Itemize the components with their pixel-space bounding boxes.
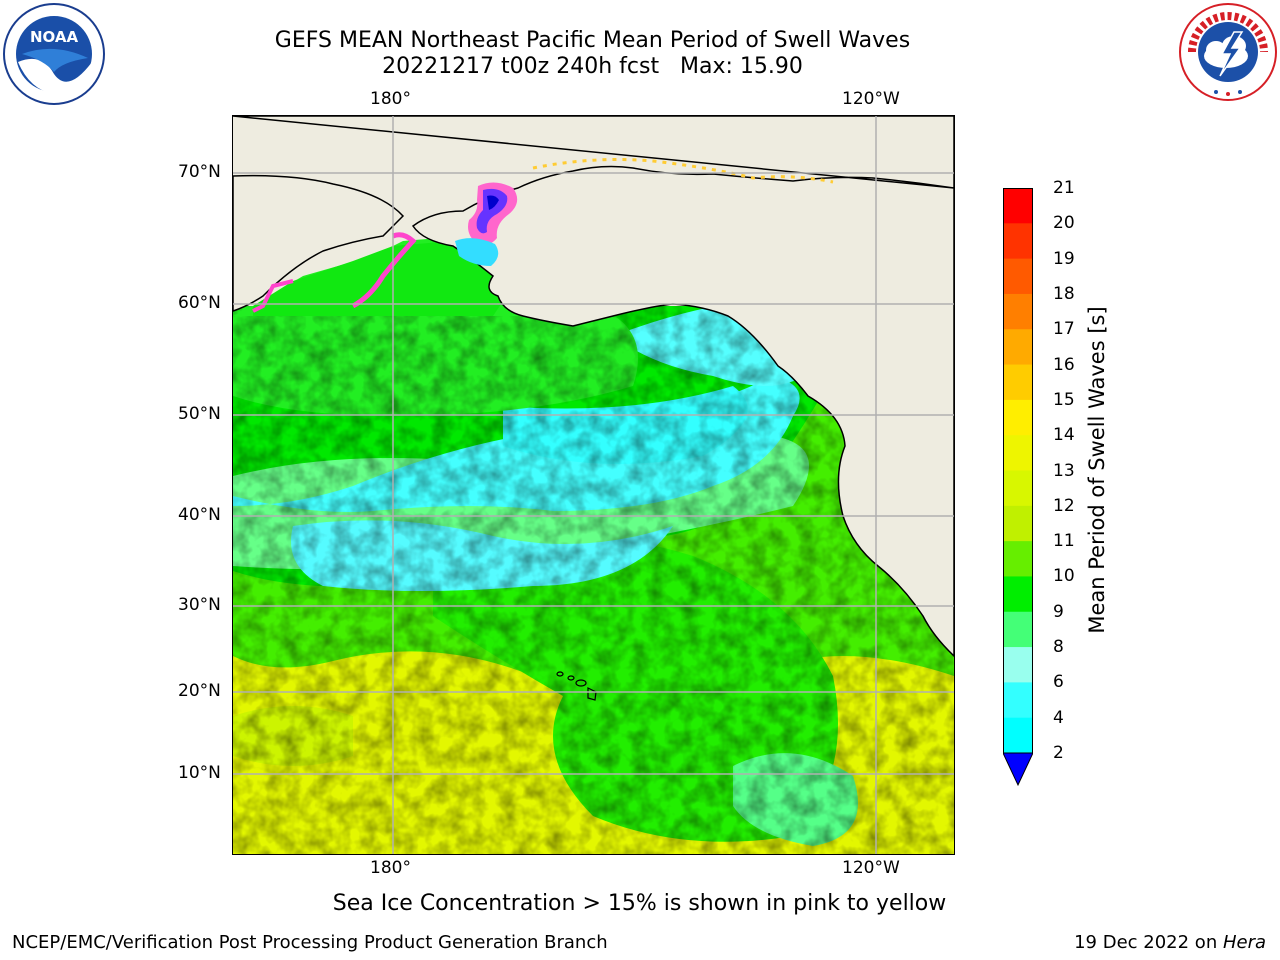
colorbar-swatch <box>1003 611 1033 648</box>
colorbar-swatch <box>1003 223 1033 260</box>
colorbar-swatch <box>1003 293 1033 330</box>
sea-ice-note: Sea Ice Concentration > 15% is shown in … <box>332 891 947 916</box>
colorbar-extend-arrow <box>1002 752 1034 787</box>
colorbar-tick-label: 11 <box>1053 531 1075 552</box>
colorbar-label: Mean Period of Swell Waves [s] <box>1085 306 1109 634</box>
colorbar-tick-label: 6 <box>1053 672 1064 693</box>
title-line-2: 20221217 t00z 240h fcst Max: 15.90 <box>382 54 803 79</box>
colorbar-swatch <box>1003 647 1033 683</box>
chart-title: GEFS MEAN Northeast Pacific Mean Period … <box>200 28 985 80</box>
nws-logo <box>1178 2 1278 102</box>
colorbar-swatch <box>1003 364 1033 401</box>
title-line-1: GEFS MEAN Northeast Pacific Mean Period … <box>274 28 911 53</box>
map-gridlines <box>233 116 954 854</box>
hawaii-islands <box>556 671 597 701</box>
colorbar <box>1002 188 1034 788</box>
colorbar-tick-label: 12 <box>1053 495 1075 516</box>
footer-branch: NCEP/EMC/Verification Post Processing Pr… <box>12 932 608 953</box>
colorbar-tick-label: 14 <box>1053 425 1075 446</box>
colorbar-tick-label: 17 <box>1053 319 1075 340</box>
colorbar-swatch <box>1003 470 1033 507</box>
colorbar-tick-label: 9 <box>1053 601 1064 622</box>
colorbar-tick-label: 16 <box>1053 354 1075 375</box>
colorbar-swatch <box>1003 258 1033 295</box>
colorbar-swatch <box>1003 188 1033 224</box>
colorbar-swatches <box>1002 188 1034 787</box>
colorbar-swatch <box>1003 399 1033 436</box>
footer-host: Hera <box>1222 932 1266 953</box>
colorbar-tick-label: 13 <box>1053 460 1075 481</box>
lat-label-20n: 20°N <box>178 681 221 701</box>
lat-label-60n: 60°N <box>178 293 221 313</box>
map-canvas <box>233 116 954 854</box>
lon-label-bottom-180: 180° <box>370 858 411 878</box>
colorbar-tick-label: 18 <box>1053 283 1075 304</box>
colorbar-swatch <box>1003 541 1033 577</box>
lon-label-bottom-120w: 120°W <box>842 858 900 878</box>
colorbar-tick-label: 15 <box>1053 389 1075 410</box>
colorbar-tick-label: 21 <box>1053 178 1075 198</box>
colorbar-swatch <box>1003 329 1033 366</box>
colorbar-tick-label: 4 <box>1053 707 1064 728</box>
colorbar-swatch <box>1003 505 1033 542</box>
footer-date: 19 Dec 2022 on Hera <box>1074 932 1266 954</box>
colorbar-swatch <box>1003 576 1033 613</box>
noaa-logo: NOAA <box>2 2 106 106</box>
lat-label-70n: 70°N <box>178 162 221 182</box>
footer-date-text: 19 Dec 2022 on <box>1074 932 1223 953</box>
lon-label-top-120w: 120°W <box>842 89 900 109</box>
lon-label-top-180: 180° <box>370 89 411 109</box>
colorbar-swatch <box>1003 435 1033 471</box>
colorbar-swatch <box>1003 717 1033 754</box>
lat-label-10n: 10°N <box>178 763 221 783</box>
lat-label-50n: 50°N <box>178 404 221 424</box>
map-panel <box>232 115 955 855</box>
lat-label-40n: 40°N <box>178 505 221 525</box>
lat-label-30n: 30°N <box>178 595 221 615</box>
svg-text:NOAA: NOAA <box>30 28 79 46</box>
colorbar-tick-label: 10 <box>1053 566 1075 587</box>
colorbar-swatch <box>1003 682 1033 719</box>
colorbar-tick-label: 2 <box>1053 743 1064 763</box>
colorbar-tick-label: 8 <box>1053 637 1064 658</box>
colorbar-outline <box>1003 188 1033 754</box>
colorbar-tick-label: 20 <box>1053 213 1075 234</box>
colorbar-tick-label: 19 <box>1053 248 1075 269</box>
